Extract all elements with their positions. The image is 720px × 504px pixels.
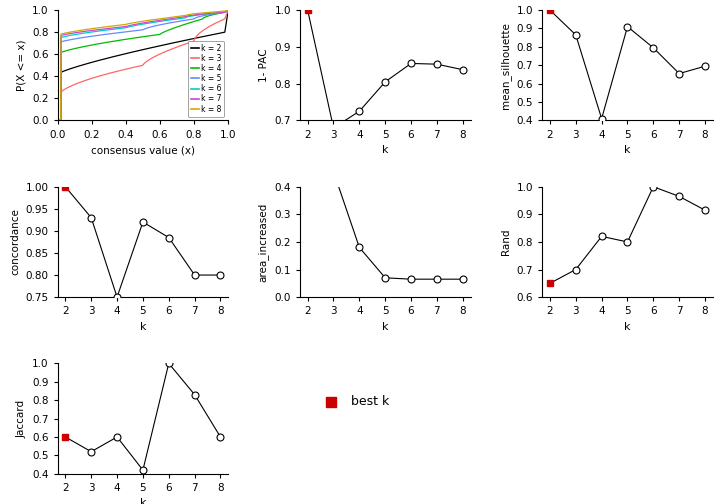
Text: best k: best k xyxy=(351,396,390,409)
X-axis label: k: k xyxy=(140,498,146,504)
Y-axis label: concordance: concordance xyxy=(10,209,20,275)
X-axis label: k: k xyxy=(382,322,389,332)
Y-axis label: Rand: Rand xyxy=(501,229,511,255)
X-axis label: k: k xyxy=(624,145,631,155)
Y-axis label: Jaccard: Jaccard xyxy=(17,400,27,437)
Y-axis label: P(X <= x): P(X <= x) xyxy=(17,39,27,91)
Y-axis label: area_increased: area_increased xyxy=(258,202,269,282)
Y-axis label: 1- PAC: 1- PAC xyxy=(258,48,269,82)
X-axis label: k: k xyxy=(624,322,631,332)
Legend: k = 2, k = 3, k = 4, k = 5, k = 6, k = 7, k = 8: k = 2, k = 3, k = 4, k = 5, k = 6, k = 7… xyxy=(188,41,225,116)
X-axis label: k: k xyxy=(382,145,389,155)
Y-axis label: mean_silhouette: mean_silhouette xyxy=(500,22,511,109)
X-axis label: k: k xyxy=(140,322,146,332)
X-axis label: consensus value (x): consensus value (x) xyxy=(91,145,195,155)
